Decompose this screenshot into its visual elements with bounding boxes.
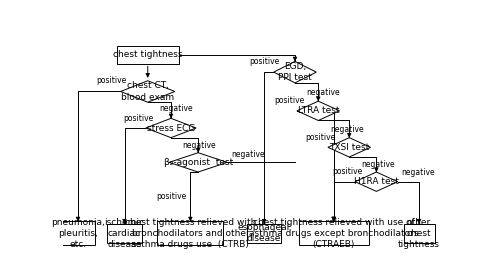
Text: TXSI test: TXSI test — [329, 143, 370, 152]
Text: negative: negative — [182, 141, 216, 150]
FancyBboxPatch shape — [107, 223, 142, 243]
Text: positive: positive — [274, 97, 304, 105]
FancyBboxPatch shape — [60, 222, 96, 245]
Text: positive: positive — [305, 133, 336, 142]
Text: β₂-agonist  test: β₂-agonist test — [164, 158, 233, 167]
Polygon shape — [274, 61, 316, 83]
Text: H1RA test: H1RA test — [354, 177, 399, 186]
Text: esophageal
disease: esophageal disease — [238, 223, 290, 243]
Text: negative: negative — [306, 88, 340, 97]
Text: negative: negative — [330, 125, 364, 134]
FancyBboxPatch shape — [299, 222, 368, 245]
Polygon shape — [297, 101, 340, 121]
FancyBboxPatch shape — [158, 222, 224, 245]
Text: pneumonia,
pleuritis,
etc.: pneumonia, pleuritis, etc. — [51, 218, 105, 249]
Text: positive: positive — [249, 57, 279, 66]
Text: ischemic
cardiac
disease: ischemic cardiac disease — [104, 218, 144, 249]
Text: negative: negative — [160, 104, 193, 113]
FancyBboxPatch shape — [117, 46, 179, 64]
Text: positive: positive — [332, 167, 362, 176]
FancyBboxPatch shape — [404, 223, 434, 243]
FancyBboxPatch shape — [246, 223, 282, 243]
Text: positive: positive — [123, 114, 153, 123]
Polygon shape — [146, 118, 196, 138]
Polygon shape — [169, 153, 227, 172]
Text: positive: positive — [156, 192, 186, 201]
Text: chest tightness: chest tightness — [113, 50, 182, 59]
Text: negative: negative — [231, 150, 264, 159]
Text: negative: negative — [361, 160, 394, 169]
Text: EGD,
PPI test: EGD, PPI test — [278, 62, 312, 82]
Text: LTRA test: LTRA test — [298, 106, 339, 115]
Polygon shape — [120, 81, 175, 102]
Polygon shape — [355, 172, 398, 191]
Text: positive: positive — [96, 76, 126, 85]
Text: other
chest
tightness: other chest tightness — [398, 218, 440, 249]
Text: chest CT,
blood exam: chest CT, blood exam — [121, 81, 174, 102]
Polygon shape — [328, 138, 370, 157]
Text: chest tightness relieved with
bronchodilators and other
asthma drugs use  (CTRB): chest tightness relieved with bronchodil… — [124, 218, 256, 249]
Text: negative: negative — [402, 169, 435, 177]
Text: chest tightness relieved with use of
asthma drugs except bronchodilators
(CTRAEB: chest tightness relieved with use of ast… — [249, 218, 418, 249]
Text: stress ECG: stress ECG — [147, 124, 195, 133]
